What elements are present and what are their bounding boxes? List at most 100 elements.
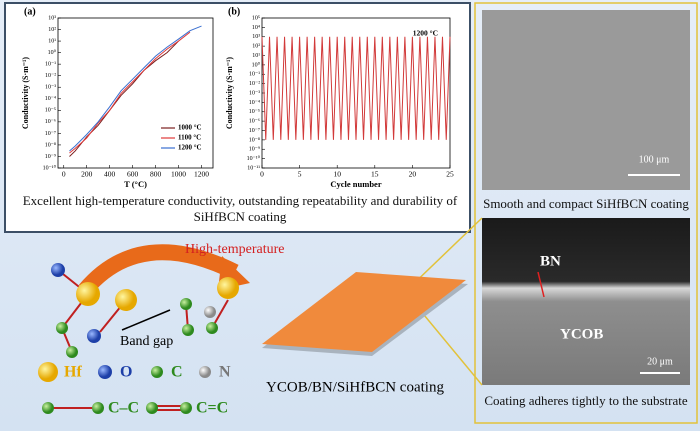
- legend-label: 1000 °C: [178, 124, 202, 132]
- bond-label: C=C: [196, 400, 228, 417]
- x-tick-label: 1200: [194, 170, 209, 179]
- arrow: [537, 271, 545, 298]
- y-axis-label: Conductivity (S·m⁻¹): [225, 57, 234, 130]
- x-tick-label: 20: [409, 170, 417, 179]
- scale-label: 100 μm: [639, 154, 670, 165]
- sem-image-top: [482, 10, 690, 190]
- y-tick-label: 10³: [252, 34, 260, 40]
- sem-caption: Smooth and compact SiHfBCN coating: [483, 196, 689, 211]
- sem-image-bottom: [482, 218, 690, 385]
- arrow: [121, 309, 171, 331]
- y-tick-label: 10⁻⁷: [249, 128, 260, 134]
- x-tick-label: 10: [333, 170, 341, 179]
- y-tick-label: 10⁻⁸: [249, 137, 260, 143]
- y-tick-label: 10⁻²: [249, 81, 260, 87]
- y-tick-label: 10⁰: [252, 61, 261, 68]
- sem-caption: Coating adheres tightly to the substrate: [484, 393, 688, 408]
- y-tick-label: 10⁻⁵: [249, 109, 260, 115]
- layer-label: BN: [540, 253, 561, 269]
- atom-c: [56, 322, 68, 334]
- y-tick-label: 10⁻⁴: [249, 100, 260, 106]
- y-tick-label: 10⁻⁶: [45, 119, 56, 125]
- y-tick-label: 10⁻¹: [249, 72, 260, 78]
- series-line: [69, 31, 191, 154]
- sem-frame: [474, 2, 698, 424]
- atom-o: [51, 263, 65, 277]
- x-tick-label: 5: [298, 170, 302, 179]
- plot-frame: [57, 17, 214, 169]
- atom-hf: [217, 277, 239, 299]
- legend-label: 1200 °C: [178, 144, 202, 152]
- legend-label: N: [219, 364, 231, 381]
- band-gap-label: Band gap: [120, 334, 173, 349]
- x-tick-label: 0: [62, 170, 66, 179]
- y-tick-label: 10⁰: [48, 49, 57, 56]
- atom-c: [180, 402, 192, 414]
- atom-c: [66, 346, 78, 358]
- series-line: [69, 25, 202, 152]
- atom-c: [182, 324, 194, 336]
- y-tick-label: 10⁻⁸: [45, 142, 56, 148]
- panel-label: (a): [24, 6, 36, 17]
- atom-c: [180, 298, 192, 310]
- y-tick-label: 10⁻⁷: [45, 131, 56, 137]
- y-tick-label: 10⁻²: [45, 73, 56, 79]
- x-tick-label: 400: [104, 170, 116, 179]
- legend-label: Hf: [64, 364, 82, 381]
- y-tick-label: 10²: [252, 44, 260, 50]
- atom-c: [146, 402, 158, 414]
- y-tick-label: 10⁻⁹: [45, 154, 56, 160]
- coating-label: YCOB/BN/SiHfBCN coating: [266, 379, 444, 395]
- x-axis-label: Cycle number: [330, 179, 381, 189]
- coating-plate: [262, 272, 466, 352]
- atom-hf: [115, 289, 137, 311]
- x-tick-label: 200: [81, 170, 93, 179]
- y-tick-label: 10⁻³: [45, 85, 56, 91]
- atom-hf: [76, 282, 100, 306]
- x-tick-label: 0: [260, 170, 264, 179]
- heat-arrow: [78, 244, 239, 296]
- legend-label: O: [120, 364, 132, 381]
- series-line: [261, 36, 451, 140]
- atom-c: [92, 402, 104, 414]
- atom-n: [204, 306, 216, 318]
- summary-caption: Excellent high-temperature conductivity,…: [22, 193, 458, 224]
- atom-c: [42, 402, 54, 414]
- y-tick-label: 10³: [48, 15, 56, 21]
- atom-c: [206, 322, 218, 334]
- y-tick-label: 10²: [48, 27, 56, 33]
- y-axis-label: Conductivity (S·m⁻¹): [21, 57, 30, 130]
- x-tick-label: 15: [371, 170, 379, 179]
- x-tick-label: 800: [150, 170, 162, 179]
- bond-label: C–C: [108, 400, 139, 417]
- y-tick-label: 10⁻¹⁰: [247, 155, 261, 162]
- annotation: 1200 °C: [413, 29, 438, 38]
- layer-label: YCOB: [560, 326, 603, 342]
- y-tick-label: 10⁻¹¹: [247, 165, 260, 171]
- x-tick-label: 600: [127, 170, 139, 179]
- legend-label: 1100 °C: [178, 134, 201, 142]
- scale-label: 20 μm: [647, 356, 673, 367]
- y-tick-label: 10⁻⁵: [45, 108, 56, 114]
- legend-atom: [151, 366, 163, 378]
- x-axis-label: T (°C): [124, 179, 147, 189]
- y-tick-label: 10¹: [48, 38, 56, 44]
- panel-label: (b): [228, 6, 240, 17]
- y-tick-label: 10⁻¹: [45, 62, 56, 68]
- legend-atom: [38, 362, 58, 382]
- atom-o: [87, 329, 101, 343]
- arrow-label: High-temperature: [185, 242, 285, 257]
- y-tick-label: 10⁻³: [249, 90, 260, 96]
- y-tick-label: 10⁴: [252, 25, 260, 31]
- y-tick-label: 10⁻⁴: [45, 96, 56, 102]
- x-tick-label: 1000: [171, 170, 186, 179]
- y-tick-label: 10⁵: [252, 15, 260, 21]
- y-tick-label: 10⁻⁶: [249, 119, 260, 125]
- legend-atom: [199, 366, 211, 378]
- y-tick-label: 10⁻⁹: [249, 147, 260, 153]
- x-tick-label: 25: [446, 170, 454, 179]
- legend-atom: [98, 365, 112, 379]
- legend-label: C: [171, 364, 183, 381]
